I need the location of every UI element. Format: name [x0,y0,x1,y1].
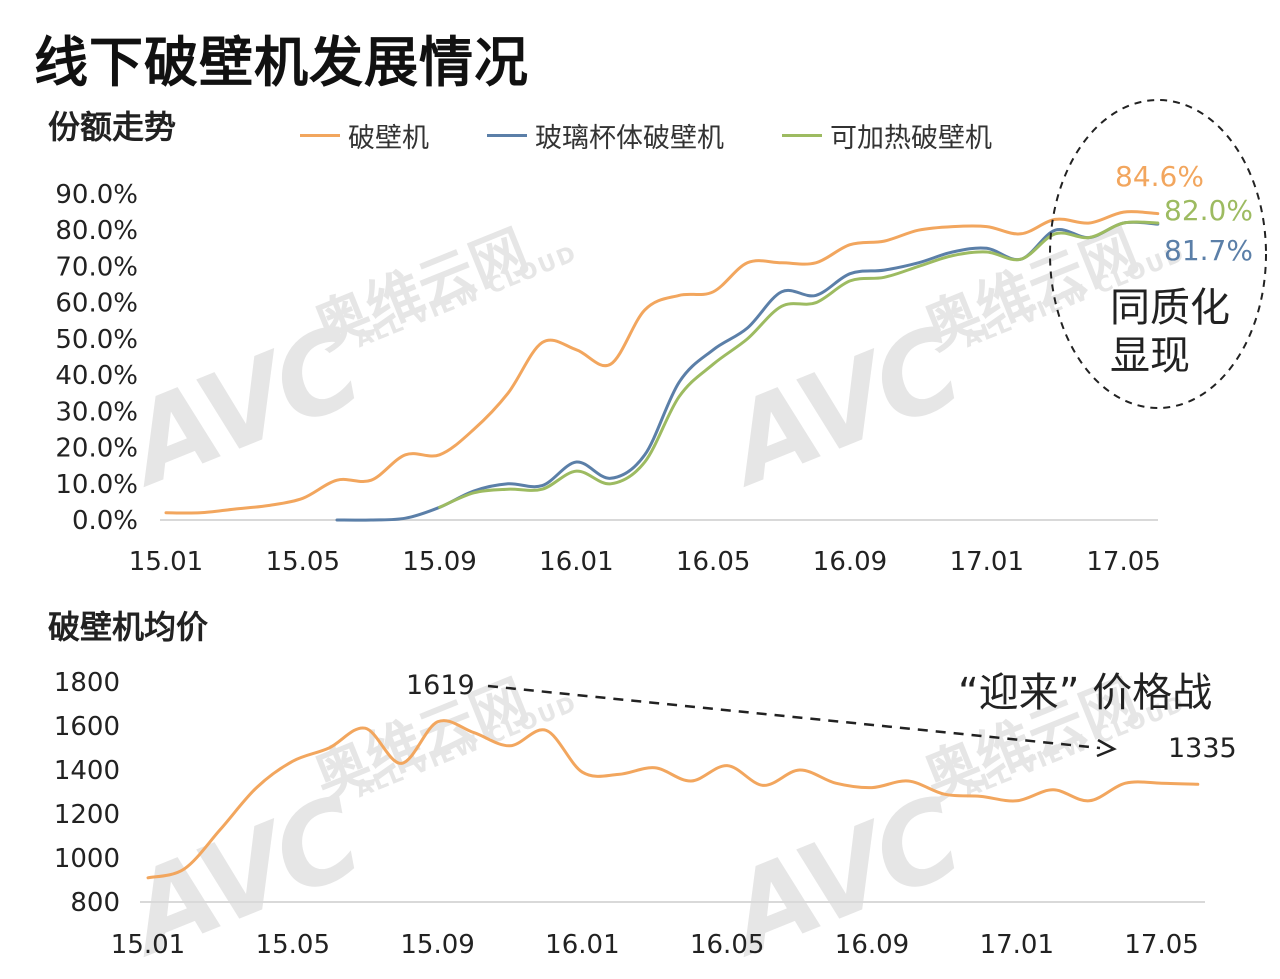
homogenization-highlight-ellipse [1049,99,1267,409]
price-chart-y-tick-label: 1200 [54,800,120,830]
price-war-note: “迎来” 价格战 [958,670,1213,716]
share-chart: 0.0% 10.0% 20.0% 30.0% 40.0% 50.0% 60.0% 70.0% 8… [55,180,1160,577]
price-chart-y-tick-label: 800 [70,888,120,918]
price-trend-arrow-head [1096,738,1117,758]
share-chart-series-line-2 [438,220,1160,509]
price-chart-y-tick-label: 1600 [54,712,120,742]
legend-swatch-blender [300,134,340,137]
share-chart-y-tick-label: 80.0% [55,216,138,246]
homogenization-note: 同质化显现 [1110,285,1230,379]
price-chart-y-tick-label: 1000 [54,844,120,874]
price-chart-x-tick-label: 15.09 [400,930,474,960]
share-chart-x-tick-label: 17.01 [950,547,1024,577]
share-chart-series-line-1 [335,220,1160,522]
price-chart-x-tick-label: 17.05 [1124,930,1198,960]
price-trend-arrow [487,684,1101,750]
end-label-heated: 82.0% [1164,194,1253,227]
price-chart-series-line-0 [146,719,1200,880]
share-chart-y-tick-label: 30.0% [55,397,138,427]
share-chart-y-tick-label: 20.0% [55,434,138,464]
share-chart-series-line-0 [164,210,1160,515]
price-chart-title: 破壁机均价 [48,608,209,646]
legend-label-blender: 破壁机 [348,123,429,154]
share-chart-x-tick-label: 17.05 [1086,547,1160,577]
share-chart-title: 份额走势 [48,108,177,146]
share-chart-y-tick-label: 70.0% [55,252,138,282]
price-chart-x-tick-label: 17.01 [980,930,1054,960]
end-label-blender: 84.6% [1115,160,1204,193]
price-peak-label: 1619 [406,670,475,701]
price-chart-x-tick-label: 16.05 [690,930,764,960]
share-chart-y-tick-label: 10.0% [55,470,138,500]
price-chart: 800 1000 1200 1400 1600 1800 15.01 15.05 15.09 16… [54,668,1205,960]
share-chart-y-tick-label: 60.0% [55,289,138,319]
end-label-glass: 81.7% [1164,234,1253,267]
share-chart-x-tick-label: 16.01 [539,547,613,577]
share-chart-x-tick-label: 15.01 [129,547,203,577]
share-chart-x-tick-label: 15.09 [402,547,476,577]
share-chart-x-tick-label: 16.09 [813,547,887,577]
share-chart-x-tick-label: 16.05 [676,547,750,577]
share-chart-y-tick-label: 0.0% [72,506,138,536]
price-chart-x-tick-label: 16.09 [835,930,909,960]
legend-label-glass: 玻璃杯体破壁机 [535,123,724,154]
price-chart-x-tick-label: 15.01 [111,930,185,960]
legend-item-blender: 破壁机 [300,116,429,155]
price-end-label: 1335 [1168,733,1237,764]
page-title: 线下破壁机发展情况 [34,31,529,94]
legend-item-glass: 玻璃杯体破壁机 [487,116,724,155]
price-chart-y-tick-label: 1400 [54,756,120,786]
share-chart-x-tick-label: 15.05 [266,547,340,577]
legend-swatch-heated [782,134,822,137]
share-chart-y-tick-label: 50.0% [55,325,138,355]
legend-label-heated: 可加热破壁机 [830,123,992,154]
share-chart-legend: 破壁机 玻璃杯体破壁机 可加热破壁机 [300,116,1050,155]
share-chart-y-tick-label: 40.0% [55,361,138,391]
legend-swatch-glass [487,134,527,137]
legend-item-heated: 可加热破壁机 [782,116,992,155]
price-chart-y-tick-label: 1800 [54,668,120,698]
price-chart-x-tick-label: 16.01 [545,930,619,960]
price-chart-x-tick-label: 15.05 [256,930,330,960]
share-chart-y-tick-label: 90.0% [55,180,138,210]
